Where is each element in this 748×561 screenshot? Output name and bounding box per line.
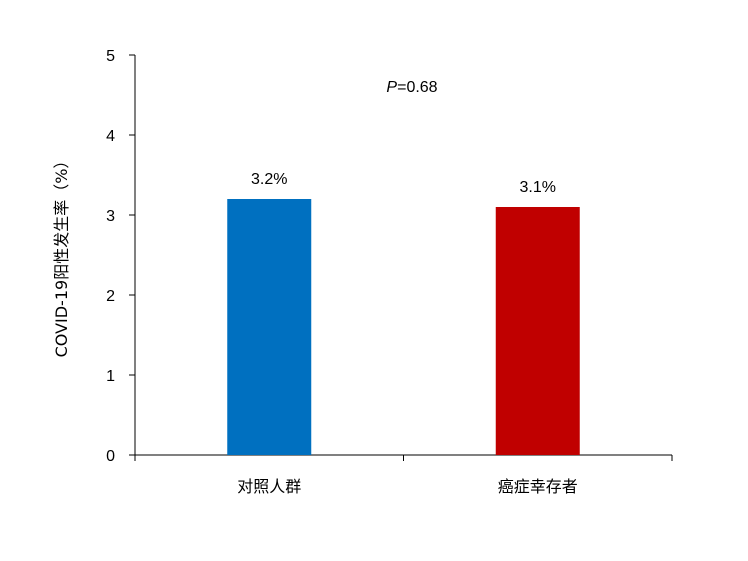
p-symbol: P (386, 79, 397, 96)
data-label: 3.1% (520, 179, 556, 196)
y-axis-ticks: 0 1 2 3 4 5 (106, 48, 135, 465)
x-axis-ticks (134, 455, 673, 461)
data-label: 3.2% (251, 171, 287, 188)
data-labels: 3.2% 3.1% (251, 171, 556, 196)
y-tick-label: 1 (106, 368, 115, 385)
bars (227, 199, 580, 455)
bar (495, 207, 580, 455)
y-tick-label: 4 (106, 128, 115, 145)
y-tick-label: 0 (106, 448, 115, 465)
bar (227, 199, 312, 455)
category-label: 癌症幸存者 (498, 477, 578, 496)
p-value-annotation: P=0.68 (386, 79, 437, 96)
y-tick-label: 2 (106, 288, 115, 305)
category-labels: 对照人群 癌症幸存者 (237, 477, 578, 496)
y-axis-title: COVID-19阳性发生率（%） (52, 153, 71, 358)
p-value: =0.68 (397, 79, 438, 96)
y-tick-label: 5 (106, 48, 115, 65)
category-label: 对照人群 (237, 477, 301, 496)
y-tick-label: 3 (106, 208, 115, 225)
